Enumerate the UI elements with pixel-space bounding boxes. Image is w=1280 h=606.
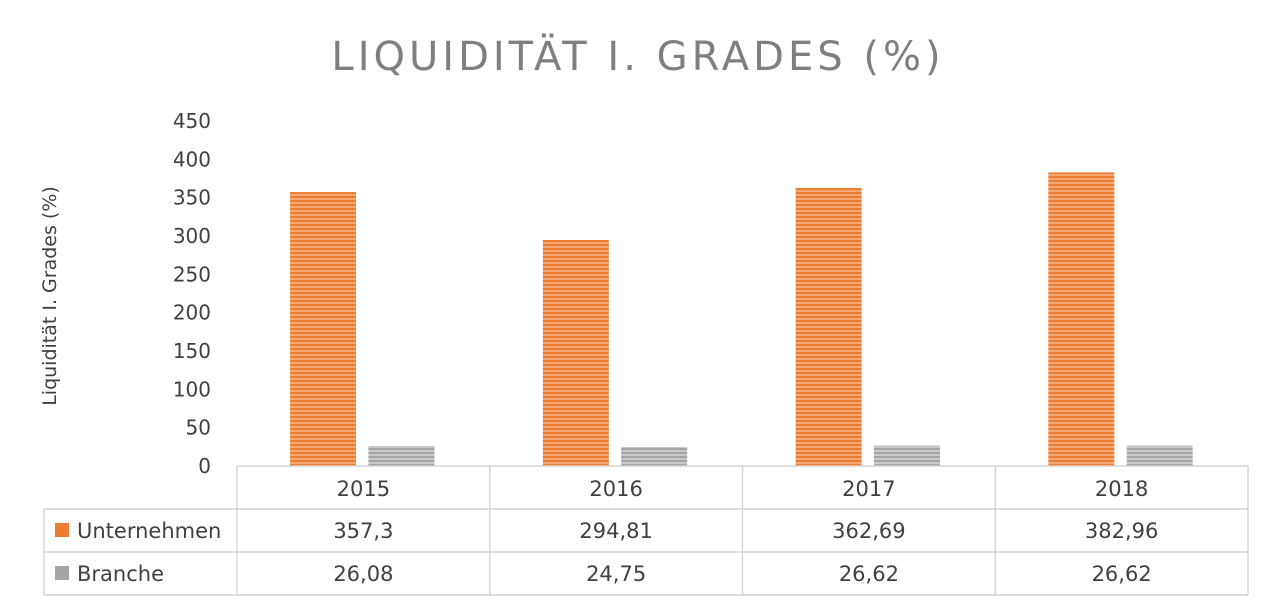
y-tick-label-5: 250 xyxy=(173,262,211,286)
y-tick-label-1: 50 xyxy=(186,416,211,440)
bar-branche-2015 xyxy=(368,446,435,466)
y-tick-label-8: 400 xyxy=(173,147,211,171)
bar-unternehmen-2015 xyxy=(290,192,357,466)
y-tick-label-3: 150 xyxy=(173,339,211,363)
bar-branche-2016 xyxy=(621,447,688,466)
legend-label-unternehmen: Unternehmen xyxy=(77,519,221,543)
y-tick-label-9: 450 xyxy=(173,109,211,133)
data-label-unternehmen-2016: 294,81 xyxy=(579,519,652,543)
bar-unternehmen-2018 xyxy=(1048,172,1115,466)
legend-swatch-branche xyxy=(55,566,69,580)
bar-branche-2018 xyxy=(1126,445,1193,466)
data-label-unternehmen-2017: 362,69 xyxy=(832,519,905,543)
data-label-branche-2018: 26,62 xyxy=(1092,562,1152,586)
plot-area xyxy=(290,172,1193,466)
chart-title: LIQUIDITÄT I. GRADES (%) xyxy=(331,32,944,80)
y-axis-label: Liquidität I. Grades (%) xyxy=(39,186,61,406)
data-label-unternehmen-2018: 382,96 xyxy=(1085,519,1158,543)
legend-label-branche: Branche xyxy=(77,562,164,586)
data-table: 2015 2016 2017 2018 Unternehmen 357,3 294,81 36… xyxy=(43,465,1249,596)
x-tick-label-2018: 2018 xyxy=(1095,477,1148,501)
y-tick-label-6: 300 xyxy=(173,224,211,248)
bar-unternehmen-2017 xyxy=(795,187,862,466)
data-label-branche-2016: 24,75 xyxy=(586,562,646,586)
y-tick-label-0: 0 xyxy=(198,454,211,478)
bar-unternehmen-2016 xyxy=(542,239,609,466)
y-tick-label-4: 200 xyxy=(173,301,211,325)
y-tick-label-2: 100 xyxy=(173,377,211,401)
legend-swatch-unternehmen xyxy=(55,523,69,537)
x-tick-label-2016: 2016 xyxy=(589,477,642,501)
x-tick-label-2017: 2017 xyxy=(842,477,895,501)
x-tick-label-2015: 2015 xyxy=(337,477,390,501)
y-tick-label-7: 350 xyxy=(173,186,211,210)
data-label-branche-2017: 26,62 xyxy=(839,562,899,586)
data-label-unternehmen-2015: 357,3 xyxy=(333,519,393,543)
bar-branche-2017 xyxy=(873,445,940,466)
y-axis: 0 50 100 150 200 250 300 350 400 450 xyxy=(173,109,211,478)
data-label-branche-2015: 26,08 xyxy=(333,562,393,586)
